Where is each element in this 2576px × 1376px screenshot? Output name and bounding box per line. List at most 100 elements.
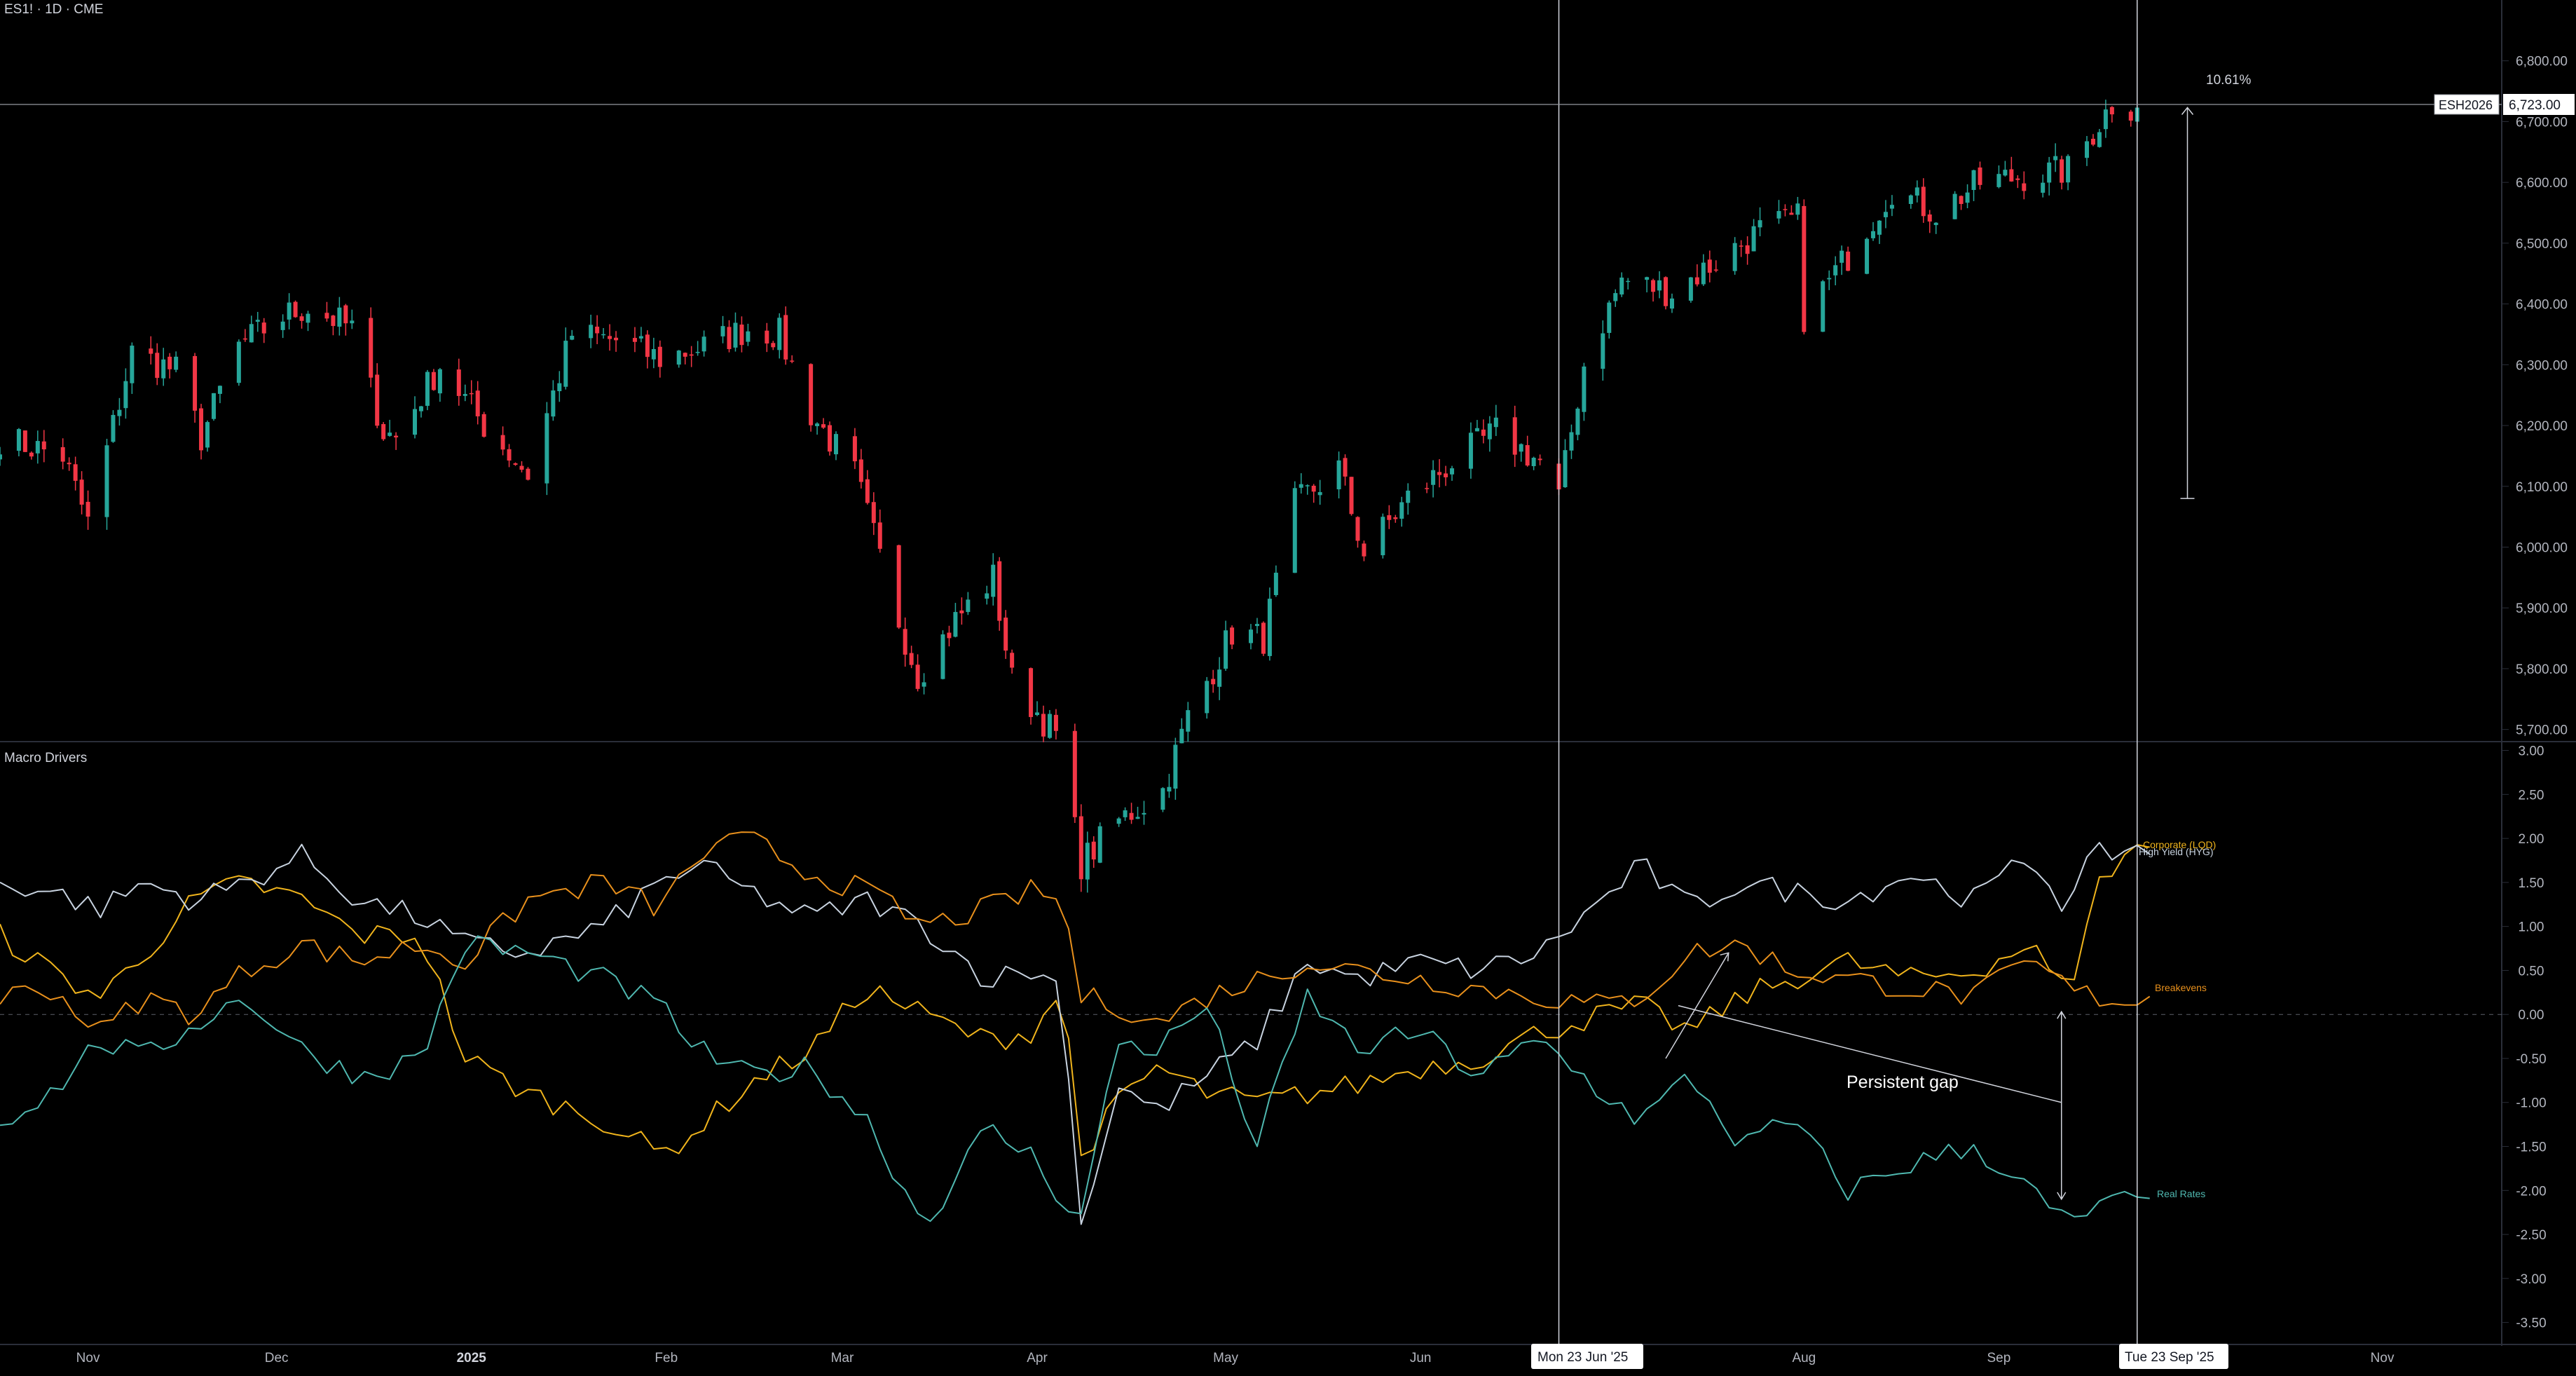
candle-body — [2109, 107, 2114, 115]
macro-tick-label: 0.00 — [2519, 1008, 2544, 1023]
candle-body — [1249, 629, 1253, 643]
candle-body — [1927, 214, 1932, 222]
candle-body — [1701, 262, 1706, 285]
candle-body — [255, 320, 260, 322]
candle-body — [199, 408, 204, 451]
candle-body — [997, 561, 1002, 621]
candle-body — [1645, 277, 1650, 280]
drawing-overlays[interactable] — [1558, 0, 2195, 1344]
crosshair-right-tag — [2119, 1344, 2228, 1369]
candle-body — [790, 360, 795, 362]
candle-body — [1349, 477, 1354, 515]
price-axis[interactable]: 6,800.00 6,700.00 6,600.00 6,500.00 6,400.00… — [2502, 55, 2568, 738]
candle-body — [1072, 730, 1077, 817]
candle-body — [877, 522, 882, 549]
macro-lines — [0, 831, 2151, 1225]
gap-arrowhead-top — [2057, 1010, 2067, 1019]
candle-body — [526, 468, 530, 480]
candle-body — [469, 393, 474, 395]
candle-body — [1186, 710, 1191, 732]
annotation-persistent-gap[interactable]: Persistent gap — [1847, 1072, 1959, 1092]
candle-body — [852, 436, 857, 462]
candle-body — [727, 327, 732, 349]
candle-body — [1563, 450, 1568, 488]
candle-body — [2128, 111, 2133, 121]
candle-body — [1883, 212, 1888, 217]
candle-body — [1431, 470, 1436, 485]
candle-body — [1167, 786, 1172, 792]
contract-label: ESH2026 — [2439, 98, 2493, 112]
candle-body — [828, 425, 833, 452]
candle-body — [1336, 460, 1341, 490]
macro-pane-title[interactable]: Macro Drivers — [4, 751, 87, 765]
candle-body — [1789, 212, 1794, 215]
macro-tick-label: 3.00 — [2519, 744, 2544, 759]
candle-body — [1713, 269, 1718, 271]
candle-body — [1393, 517, 1398, 519]
candle-body — [425, 372, 430, 406]
symbol-label[interactable]: ES1! · 1D · CME — [4, 2, 103, 17]
candle-body — [1406, 490, 1411, 503]
candle-body — [418, 406, 423, 411]
candle-body — [947, 632, 952, 639]
candle-body — [1450, 468, 1455, 475]
candle-body — [701, 336, 706, 352]
candle-body — [1399, 502, 1404, 519]
candle-body — [1827, 278, 1832, 280]
candle-body — [155, 353, 160, 379]
candle-body — [2097, 132, 2102, 147]
macro-tick-label: 2.00 — [2519, 832, 2544, 847]
candle-body — [1053, 714, 1058, 731]
macro-tick-label: -2.50 — [2516, 1228, 2546, 1243]
macro-axis[interactable]: 3.00 2.50 2.00 1.50 1.00 0.50 0.00 -0.50 -1.00 -1… — [0, 744, 2547, 1331]
candle-body — [695, 351, 700, 353]
candle-body — [1135, 817, 1140, 819]
candle-body — [909, 653, 914, 665]
candle-body — [1010, 653, 1015, 668]
candle-body — [1254, 624, 1259, 627]
candle-body — [2084, 141, 2089, 158]
candle-body — [2015, 178, 2020, 180]
candle-body — [337, 307, 342, 327]
candle-body — [456, 369, 461, 396]
contract-tag — [2434, 94, 2500, 115]
measure-arrowhead — [2181, 107, 2194, 115]
candle-body — [1908, 195, 1913, 204]
candle-body — [1481, 429, 1486, 436]
candle-body — [16, 429, 21, 451]
candle-body — [475, 390, 480, 416]
candle-body — [1003, 618, 1008, 651]
candle-body — [413, 409, 418, 435]
time-tick-label: Mar — [831, 1351, 854, 1365]
candle-body — [369, 318, 374, 378]
candle-body — [1688, 277, 1693, 301]
candle-body — [242, 338, 247, 340]
candle-body — [0, 454, 2, 460]
candle-body — [1619, 277, 1624, 295]
candle-body — [1091, 841, 1096, 860]
candle-body — [1613, 293, 1618, 301]
candle-body — [1355, 517, 1360, 541]
price-tick-label: 6,500.00 — [2516, 237, 2568, 252]
candle-body — [1914, 187, 1919, 196]
candle-body — [1519, 444, 1523, 452]
time-tick-label: Dec — [265, 1351, 289, 1365]
candle-body — [1921, 186, 1926, 217]
price-tick-label: 6,700.00 — [2516, 115, 2568, 130]
candle-body — [645, 334, 650, 357]
candle-body — [601, 334, 606, 336]
candle-body — [431, 372, 436, 390]
candle-body — [733, 322, 738, 348]
candle-body — [1179, 728, 1184, 744]
candle-body — [1758, 220, 1762, 228]
candle-body — [1933, 222, 1938, 226]
candle-body — [507, 449, 512, 461]
candle-body — [614, 337, 619, 341]
candle-body — [149, 348, 153, 354]
candle-body — [1381, 517, 1385, 556]
candle-body — [683, 353, 687, 357]
macro-tick-label: -0.50 — [2516, 1052, 2546, 1067]
candle-body — [463, 394, 467, 396]
price-tick-label: 6,300.00 — [2516, 358, 2568, 373]
